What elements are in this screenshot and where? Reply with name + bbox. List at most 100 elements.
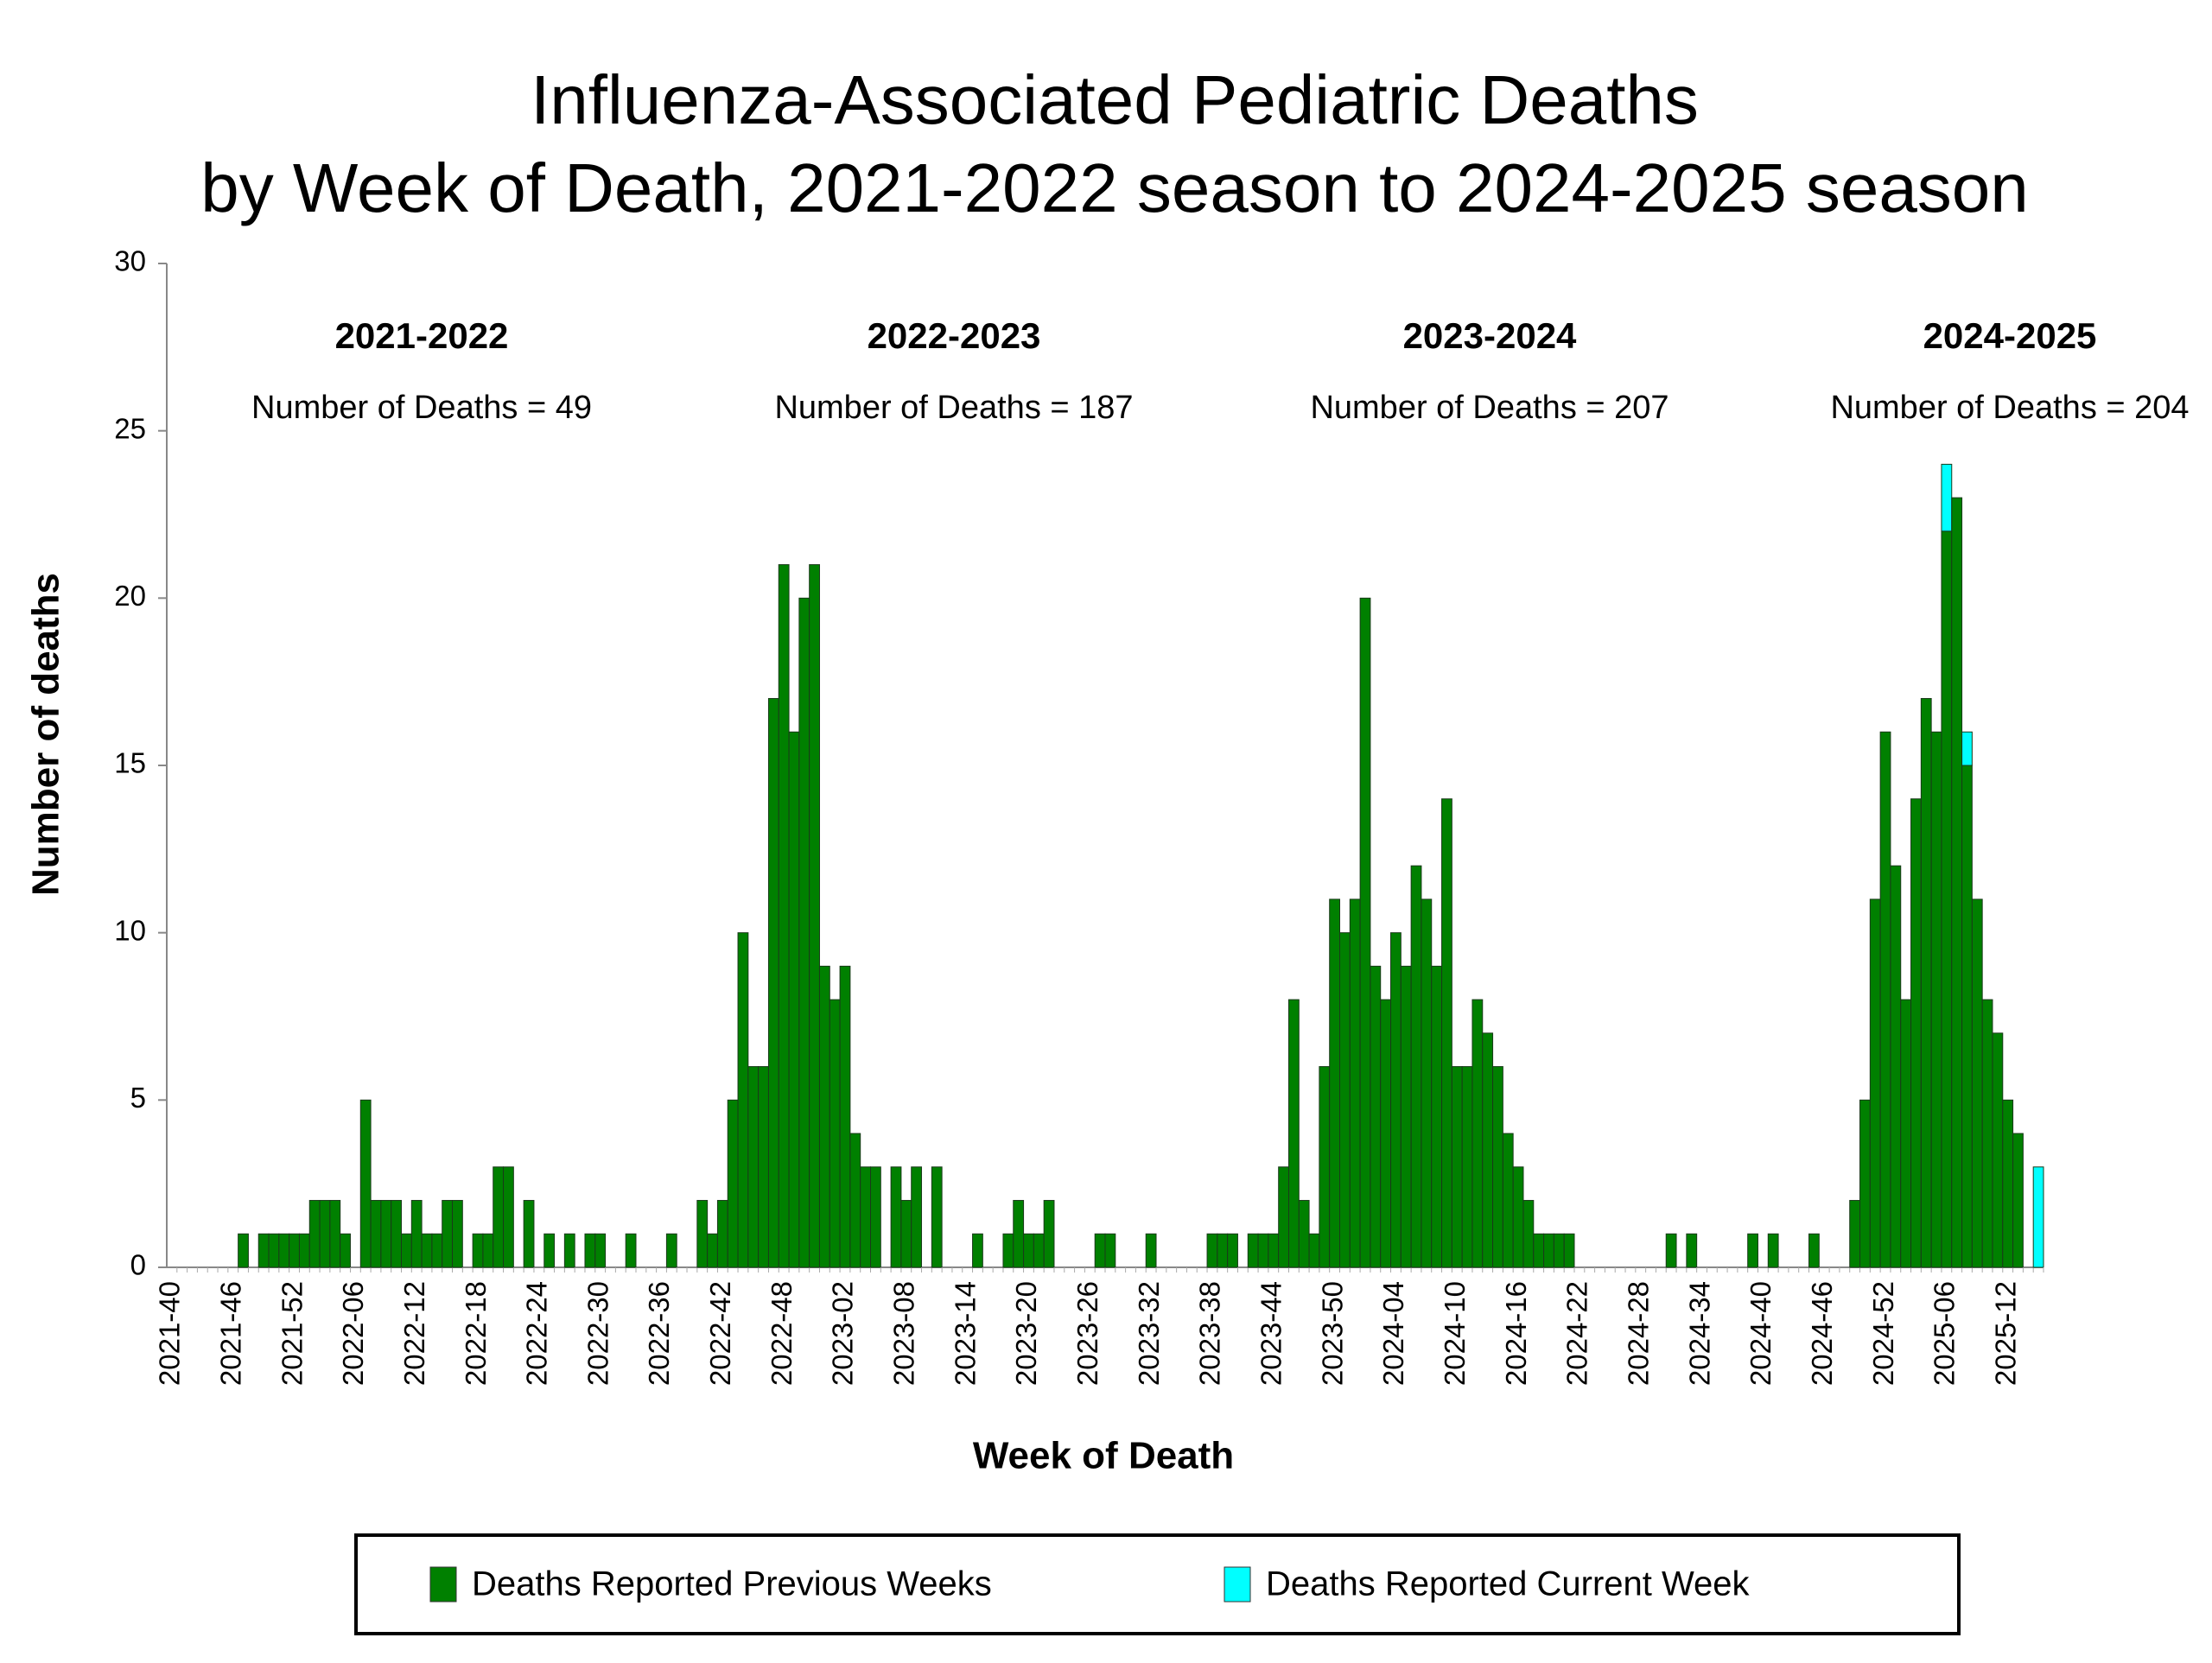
- bar: [1329, 898, 1341, 1268]
- bar: [421, 1233, 433, 1268]
- bar: [1543, 1233, 1554, 1268]
- bar: [1390, 932, 1402, 1268]
- bar: [1492, 1066, 1503, 1268]
- bar: [1380, 999, 1392, 1268]
- bar: [1104, 1233, 1116, 1268]
- bar: [278, 1233, 290, 1268]
- bar: [2012, 1133, 2024, 1268]
- bar: [1278, 1166, 1289, 1268]
- x-axis-title: Week of Death: [973, 1435, 1234, 1477]
- bar: [1930, 731, 1942, 1268]
- bar: [1910, 798, 1922, 1268]
- season-total: Number of Deaths = 207: [1310, 390, 1669, 426]
- bar: [594, 1233, 607, 1268]
- bar: [1033, 1233, 1045, 1268]
- chart-subtitle: by Week of Death, 2021-2022 season to 20…: [200, 149, 2029, 226]
- bar: [2002, 1099, 2014, 1268]
- bar: [1370, 965, 1382, 1268]
- bar: [370, 1200, 382, 1268]
- x-tick-label: 2024-46: [1806, 1281, 1838, 1386]
- x-tick-label: 2023-50: [1316, 1281, 1348, 1386]
- y-tick-label: 10: [114, 914, 146, 946]
- x-tick-label: 2024-22: [1561, 1281, 1593, 1386]
- bar: [1849, 1200, 1861, 1268]
- bar: [625, 1233, 637, 1268]
- bar: [1441, 798, 1452, 1268]
- x-tick-label: 2025-12: [1989, 1281, 2021, 1386]
- bar: [340, 1233, 351, 1268]
- bar: [1400, 965, 1412, 1268]
- bar: [696, 1200, 709, 1268]
- bar: [1206, 1233, 1218, 1268]
- bar: [1522, 1200, 1535, 1268]
- bar: [1421, 898, 1433, 1268]
- season-total: Number of Deaths = 49: [251, 390, 592, 426]
- bar: [758, 1066, 769, 1268]
- bar: [1981, 999, 1993, 1268]
- bar: [1287, 999, 1300, 1268]
- bar: [1094, 1233, 1106, 1268]
- bar: [329, 1200, 341, 1268]
- bar: [1298, 1200, 1310, 1268]
- legend-box: [354, 1533, 1961, 1635]
- bar: [1686, 1233, 1698, 1268]
- season-label: 2022-2023: [868, 315, 1041, 356]
- bar: [1349, 898, 1361, 1268]
- bar: [523, 1200, 535, 1268]
- bar: [1665, 1233, 1677, 1268]
- bar: [1869, 898, 1881, 1268]
- bar: [1512, 1166, 1524, 1268]
- bar: [472, 1233, 484, 1268]
- bar: [829, 999, 841, 1268]
- x-tick-label: 2024-28: [1622, 1281, 1654, 1386]
- bar: [563, 1233, 575, 1268]
- season-label: 2024-2025: [1923, 315, 2097, 356]
- bar: [798, 597, 810, 1268]
- bar: [900, 1200, 912, 1268]
- x-tick-label: 2022-30: [582, 1281, 613, 1386]
- y-tick-label: 15: [114, 747, 146, 779]
- season-total: Number of Deaths = 187: [774, 390, 1133, 426]
- bar: [1553, 1233, 1565, 1268]
- bar: [737, 932, 749, 1268]
- legend-label: Deaths Reported Previous Weeks: [472, 1565, 992, 1603]
- x-tick-label: 2024-52: [1867, 1281, 1899, 1386]
- bar: [1563, 1233, 1575, 1268]
- x-tick-label: 2022-24: [521, 1281, 553, 1386]
- x-tick-label: 2022-06: [337, 1281, 369, 1386]
- bar: [707, 1233, 718, 1268]
- x-tick-label: 2024-16: [1500, 1281, 1532, 1386]
- bar: [257, 1233, 270, 1268]
- bar: [1247, 1233, 1259, 1268]
- bar: [401, 1233, 412, 1268]
- legend-label: Deaths Reported Current Week: [1266, 1565, 1751, 1603]
- bar: [1879, 731, 1891, 1268]
- bar: [1410, 865, 1422, 1268]
- bar: [359, 1099, 372, 1268]
- legend-swatch: [429, 1566, 457, 1603]
- season-label: 2023-2024: [1403, 315, 1577, 356]
- bar: [268, 1233, 280, 1268]
- bar: [778, 564, 790, 1268]
- y-tick-label: 5: [130, 1082, 146, 1114]
- bar: [543, 1233, 556, 1268]
- bar: [452, 1200, 463, 1268]
- y-axis-title: Number of deaths: [25, 573, 67, 896]
- bar: [1308, 1233, 1320, 1268]
- y-tick-label: 30: [114, 245, 146, 277]
- x-tick-label: 2023-38: [1194, 1281, 1226, 1386]
- x-tick-label: 2022-42: [704, 1281, 736, 1386]
- bar: [870, 1166, 881, 1268]
- bar: [747, 1066, 760, 1268]
- bar: [1941, 530, 1953, 1268]
- bar: [308, 1200, 321, 1268]
- bar: [890, 1166, 902, 1268]
- bar: [1971, 898, 1983, 1268]
- x-tick-label: 2021-46: [214, 1281, 246, 1386]
- y-tick-label: 0: [130, 1249, 146, 1281]
- bar: [289, 1233, 300, 1268]
- x-tick-label: 2023-20: [1010, 1281, 1042, 1386]
- bar: [1339, 932, 1351, 1268]
- x-tick-label: 2024-04: [1377, 1281, 1409, 1386]
